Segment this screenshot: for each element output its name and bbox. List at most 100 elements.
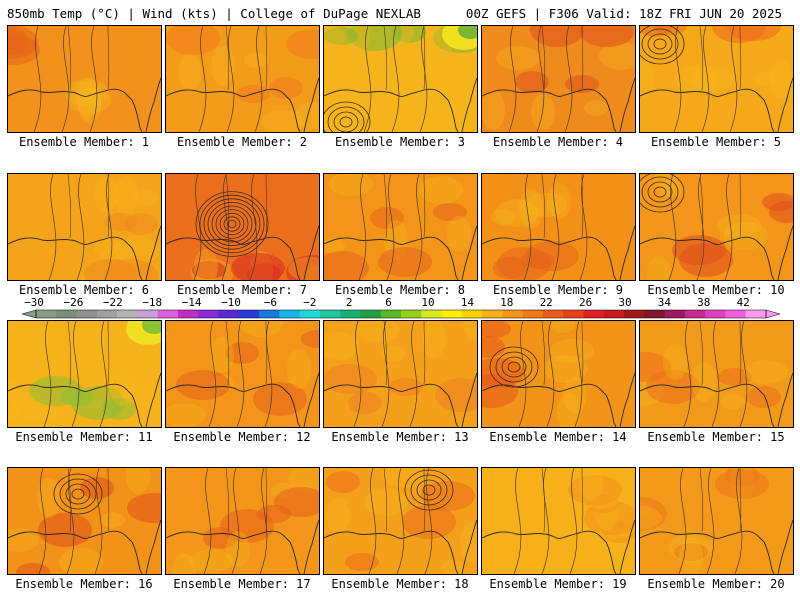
ensemble-member-12-label: Ensemble Member: 12 — [173, 430, 311, 444]
colorbar-swatch — [218, 310, 240, 318]
colorbar-swatch — [705, 310, 726, 318]
ensemble-member-14-label: Ensemble Member: 14 — [489, 430, 627, 444]
colorbar-swatch — [238, 310, 260, 318]
ensemble-member-5-map — [639, 25, 794, 133]
colorbar-tick-label: −30 — [24, 296, 44, 309]
ensemble-member-12-map — [165, 320, 320, 428]
ensemble-member-19-label: Ensemble Member: 19 — [489, 577, 627, 591]
colorbar-min-arrow — [21, 309, 37, 319]
ensemble-member-4-label: Ensemble Member: 4 — [492, 135, 624, 149]
ensemble-member-6-map — [7, 173, 162, 281]
ensemble-member-2-label: Ensemble Member: 2 — [176, 135, 308, 149]
colorbar-swatch — [36, 310, 57, 318]
colorbar-swatch — [542, 310, 564, 318]
ensemble-member-4-map — [481, 25, 636, 133]
ensemble-member-2-map — [165, 25, 320, 133]
ensemble-member-13-label: Ensemble Member: 13 — [331, 430, 469, 444]
ensemble-member-15-label: Ensemble Member: 15 — [647, 430, 785, 444]
ensemble-member-6-label: Ensemble Member: 6 — [18, 283, 150, 297]
ensemble-member-20-label: Ensemble Member: 20 — [647, 577, 785, 591]
colorbar-tick-label: 26 — [579, 296, 592, 309]
ensemble-member-17-map — [165, 467, 320, 575]
map-title: 850mb Temp (°C) | Wind (kts) | College o… — [7, 6, 421, 21]
colorbar-tick-label: 6 — [385, 296, 392, 309]
colorbar-swatch — [380, 310, 402, 318]
colorbar-tick-label: 30 — [618, 296, 631, 309]
colorbar-swatch — [684, 310, 706, 318]
colorbar-swatch — [319, 310, 341, 318]
colorbar-swatch — [360, 310, 382, 318]
ensemble-member-3-label: Ensemble Member: 3 — [334, 135, 466, 149]
colorbar-swatch — [563, 310, 584, 318]
colorbar-tick-label: 2 — [346, 296, 353, 309]
colorbar-swatch — [340, 310, 361, 318]
colorbar-swatch — [137, 310, 159, 318]
ensemble-member-16-label: Ensemble Member: 16 — [15, 577, 153, 591]
colorbar-swatch — [56, 310, 77, 318]
colorbar-swatch — [482, 310, 503, 318]
ensemble-member-1-label: Ensemble Member: 1 — [18, 135, 150, 149]
temperature-colorbar: −30 −26 −22 −18 −14 −10 −6 −2 2 6 10 14 18 22 26 30 34 38… — [21, 296, 781, 319]
colorbar-tick-label: −6 — [264, 296, 277, 309]
ensemble-member-9-map — [481, 173, 636, 281]
colorbar-swatch — [583, 310, 605, 318]
colorbar-swatch — [502, 310, 524, 318]
colorbar-swatch — [157, 310, 179, 318]
colorbar-tick-label: 14 — [461, 296, 475, 309]
colorbar-swatch — [299, 310, 321, 318]
ensemble-member-11-map — [7, 320, 162, 428]
colorbar-swatch — [745, 310, 767, 318]
colorbar-swatch — [177, 310, 199, 318]
colorbar-max-arrow — [765, 309, 781, 319]
ensemble-member-20-map — [639, 467, 794, 575]
model-valid-time: 00Z GEFS | F306 Valid: 18Z FRI JUN 20 20… — [465, 6, 782, 21]
ensemble-member-8-map — [323, 173, 478, 281]
colorbar-tick-label: 22 — [540, 296, 553, 309]
colorbar-swatch — [421, 310, 442, 318]
colorbar-swatch — [461, 310, 483, 318]
ensemble-member-11-label: Ensemble Member: 11 — [15, 430, 153, 444]
colorbar-swatch — [279, 310, 301, 318]
ensemble-member-16-map — [7, 467, 162, 575]
colorbar-swatch — [624, 310, 645, 318]
colorbar-tick-label: 18 — [500, 296, 513, 309]
colorbar-tick-label: 34 — [658, 296, 672, 309]
colorbar-swatch — [603, 310, 625, 318]
colorbar-swatch — [198, 310, 219, 318]
ensemble-member-9-label: Ensemble Member: 9 — [492, 283, 624, 297]
ensemble-member-14-map — [481, 320, 636, 428]
colorbar-tick-label: 10 — [421, 296, 434, 309]
colorbar-swatch — [441, 310, 463, 318]
colorbar-tick-label: −26 — [63, 296, 83, 309]
colorbar-swatch — [401, 310, 422, 318]
ensemble-member-10-label: Ensemble Member: 10 — [647, 283, 785, 297]
colorbar-swatch — [259, 310, 280, 318]
ensemble-member-15-map — [639, 320, 794, 428]
colorbar-swatch — [644, 310, 666, 318]
ensemble-member-10-map — [639, 173, 794, 281]
colorbar-swatch — [725, 310, 747, 318]
ensemble-member-13-map — [323, 320, 478, 428]
ensemble-member-5-label: Ensemble Member: 5 — [650, 135, 782, 149]
colorbar-swatch — [96, 310, 118, 318]
colorbar-tick-label: 38 — [697, 296, 710, 309]
colorbar-tick-label: −18 — [142, 296, 162, 309]
colorbar-swatch — [117, 310, 138, 318]
ensemble-member-19-map — [481, 467, 636, 575]
ensemble-member-18-label: Ensemble Member: 18 — [331, 577, 469, 591]
ensemble-member-18-map — [323, 467, 478, 575]
ensemble-member-8-label: Ensemble Member: 8 — [334, 283, 466, 297]
colorbar-tick-label: 42 — [737, 296, 750, 309]
colorbar-tick-label: −14 — [182, 296, 202, 309]
colorbar-swatch — [76, 310, 98, 318]
ensemble-member-3-map — [323, 25, 478, 133]
colorbar-swatch — [664, 310, 686, 318]
ensemble-member-1-map — [7, 25, 162, 133]
colorbar-tick-label: −10 — [221, 296, 241, 309]
colorbar-tick-label: −2 — [303, 296, 316, 309]
ensemble-member-7-map — [165, 173, 320, 281]
ensemble-member-17-label: Ensemble Member: 17 — [173, 577, 311, 591]
ensemble-member-7-label: Ensemble Member: 7 — [176, 283, 308, 297]
colorbar-tick-label: −22 — [103, 296, 123, 309]
colorbar-swatch — [522, 310, 544, 318]
